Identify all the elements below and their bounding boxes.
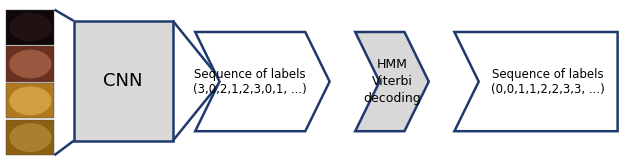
Polygon shape	[454, 32, 618, 131]
Bar	[6, 46, 54, 82]
Polygon shape	[355, 32, 429, 131]
Ellipse shape	[16, 128, 35, 140]
Ellipse shape	[9, 13, 51, 42]
Ellipse shape	[16, 54, 35, 67]
Bar	[6, 120, 54, 155]
Text: Sequence of labels
(3,0,2,1,2,3,0,1, ...): Sequence of labels (3,0,2,1,2,3,0,1, ...…	[193, 68, 307, 96]
Bar	[6, 10, 54, 45]
Text: HMM
Viterbi
decoding: HMM Viterbi decoding	[363, 58, 421, 105]
Text: Sequence of labels
(0,0,1,1,2,2,3,3, ...): Sequence of labels (0,0,1,1,2,2,3,3, ...…	[492, 68, 605, 96]
Ellipse shape	[16, 18, 35, 30]
Text: CNN: CNN	[104, 72, 143, 90]
Ellipse shape	[9, 123, 51, 152]
Polygon shape	[195, 32, 330, 131]
Bar	[74, 21, 173, 141]
Ellipse shape	[16, 91, 35, 103]
Bar	[6, 83, 54, 118]
Ellipse shape	[9, 50, 51, 78]
Ellipse shape	[9, 86, 51, 115]
